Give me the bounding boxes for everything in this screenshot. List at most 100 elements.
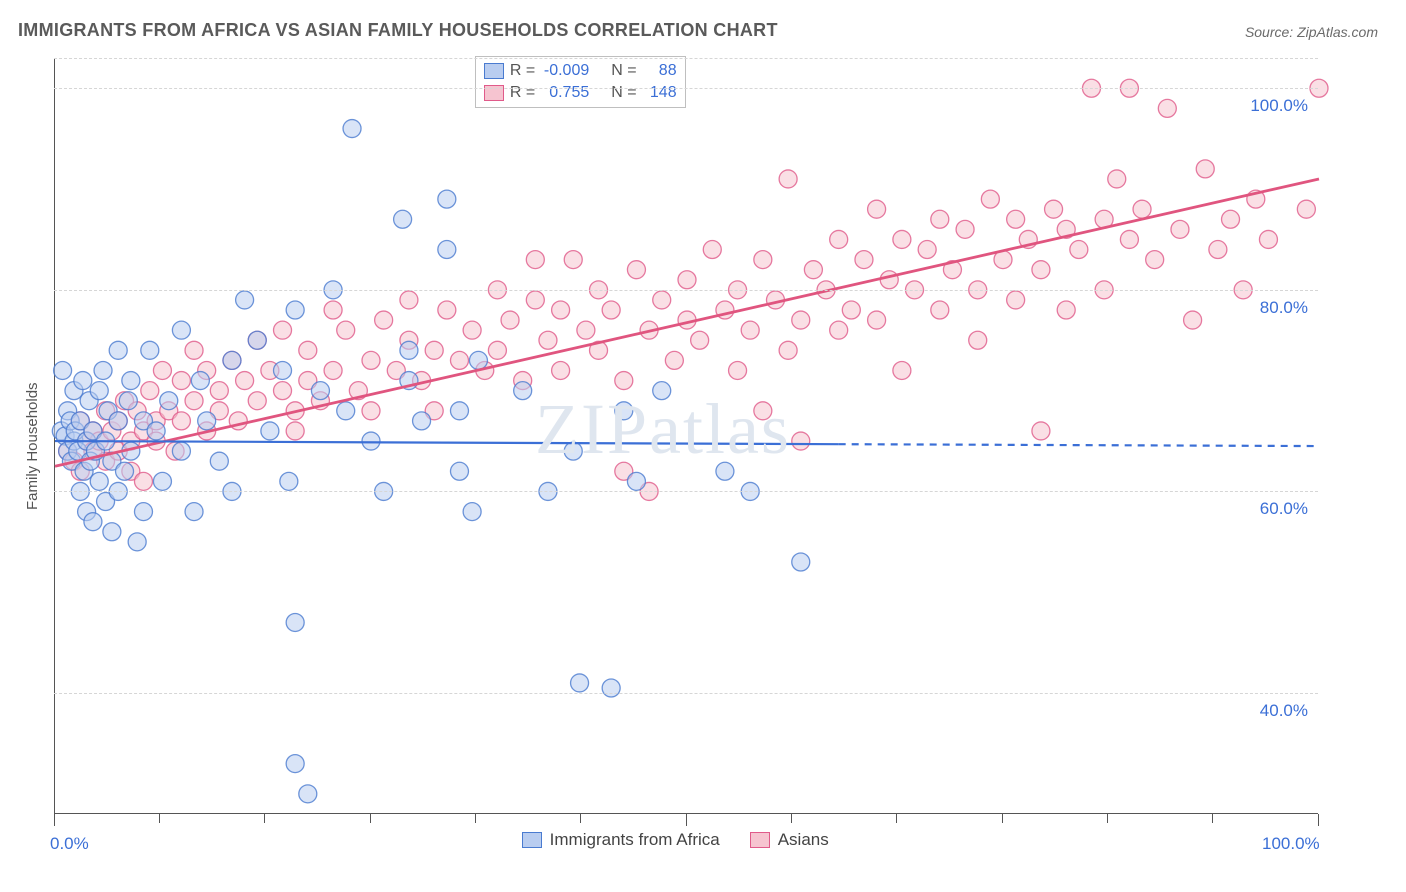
trend-line-africa-dashed: [839, 444, 1319, 446]
data-point-asians: [1057, 301, 1075, 319]
stats-r-label: R =: [510, 82, 535, 104]
data-point-africa: [362, 432, 380, 450]
x-tick: [1002, 814, 1003, 823]
stats-row: R =0.755N =148: [484, 82, 677, 104]
legend-item-asians: Asians: [750, 830, 829, 850]
data-point-asians: [438, 301, 456, 319]
data-point-asians: [918, 241, 936, 259]
data-point-asians: [1146, 251, 1164, 269]
data-point-asians: [1007, 291, 1025, 309]
data-point-asians: [729, 361, 747, 379]
data-point-asians: [1032, 261, 1050, 279]
data-point-asians: [1158, 99, 1176, 117]
data-point-africa: [191, 372, 209, 390]
data-point-asians: [450, 351, 468, 369]
stats-n-label: N =: [611, 82, 636, 104]
stats-n-value: 148: [643, 82, 677, 104]
stats-r-label: R =: [510, 60, 535, 82]
grid-line: [54, 88, 1318, 89]
data-point-asians: [830, 230, 848, 248]
data-point-africa: [248, 331, 266, 349]
legend-swatch-asians: [750, 832, 770, 848]
trend-line-asians: [55, 179, 1319, 466]
data-point-africa: [716, 462, 734, 480]
data-point-asians: [1184, 311, 1202, 329]
data-point-asians: [691, 331, 709, 349]
data-point-asians: [1171, 220, 1189, 238]
data-point-asians: [981, 190, 999, 208]
data-point-africa: [198, 412, 216, 430]
data-point-asians: [274, 382, 292, 400]
data-point-africa: [185, 503, 203, 521]
data-point-asians: [526, 251, 544, 269]
data-point-africa: [109, 412, 127, 430]
data-point-asians: [172, 372, 190, 390]
data-point-africa: [653, 382, 671, 400]
y-tick-label: 80.0%: [1248, 298, 1308, 318]
grid-line: [54, 491, 1318, 492]
y-axis-label: Family Households: [24, 382, 41, 510]
x-tick: [370, 814, 371, 823]
data-point-asians: [665, 351, 683, 369]
data-point-asians: [1045, 200, 1063, 218]
data-point-africa: [286, 301, 304, 319]
correlation-stats-box: R =-0.009N =88R =0.755N =148: [475, 56, 686, 108]
data-point-africa: [261, 422, 279, 440]
plot-area: ZIPatlas: [54, 58, 1318, 814]
data-point-africa: [413, 412, 431, 430]
data-point-africa: [122, 372, 140, 390]
x-tick-label: 0.0%: [50, 834, 89, 854]
data-point-africa: [438, 241, 456, 259]
data-point-asians: [248, 392, 266, 410]
data-point-africa: [103, 523, 121, 541]
x-tick: [264, 814, 265, 823]
x-tick: [1318, 814, 1319, 826]
data-point-africa: [109, 341, 127, 359]
data-point-africa: [84, 513, 102, 531]
data-point-asians: [324, 301, 342, 319]
stats-n-label: N =: [611, 60, 636, 82]
data-point-africa: [400, 341, 418, 359]
data-point-asians: [830, 321, 848, 339]
data-point-asians: [956, 220, 974, 238]
data-point-africa: [615, 402, 633, 420]
grid-line: [54, 290, 1318, 291]
data-point-asians: [172, 412, 190, 430]
data-point-asians: [653, 291, 671, 309]
data-point-africa: [792, 553, 810, 571]
data-point-asians: [1196, 160, 1214, 178]
data-point-asians: [299, 341, 317, 359]
data-point-asians: [400, 291, 418, 309]
data-point-asians: [134, 472, 152, 490]
data-point-africa: [280, 472, 298, 490]
data-point-asians: [893, 230, 911, 248]
data-point-asians: [868, 311, 886, 329]
data-point-africa: [337, 402, 355, 420]
data-point-africa: [564, 442, 582, 460]
data-point-asians: [779, 170, 797, 188]
data-point-asians: [552, 301, 570, 319]
data-point-asians: [564, 251, 582, 269]
bottom-legend: Immigrants from Africa Asians: [522, 830, 829, 850]
data-point-africa: [299, 785, 317, 803]
data-point-asians: [931, 210, 949, 228]
data-point-asians: [931, 301, 949, 319]
data-point-asians: [969, 331, 987, 349]
data-point-asians: [754, 402, 772, 420]
data-point-africa: [90, 382, 108, 400]
data-point-africa: [160, 392, 178, 410]
data-point-africa: [469, 351, 487, 369]
data-point-africa: [286, 613, 304, 631]
data-point-asians: [880, 271, 898, 289]
data-point-asians: [627, 261, 645, 279]
data-point-asians: [1259, 230, 1277, 248]
x-tick: [1212, 814, 1213, 823]
data-point-asians: [375, 311, 393, 329]
data-point-asians: [274, 321, 292, 339]
data-point-asians: [1032, 422, 1050, 440]
data-point-asians: [779, 341, 797, 359]
data-point-africa: [141, 341, 159, 359]
data-point-asians: [337, 321, 355, 339]
data-point-asians: [236, 372, 254, 390]
legend-label-africa: Immigrants from Africa: [550, 830, 720, 850]
